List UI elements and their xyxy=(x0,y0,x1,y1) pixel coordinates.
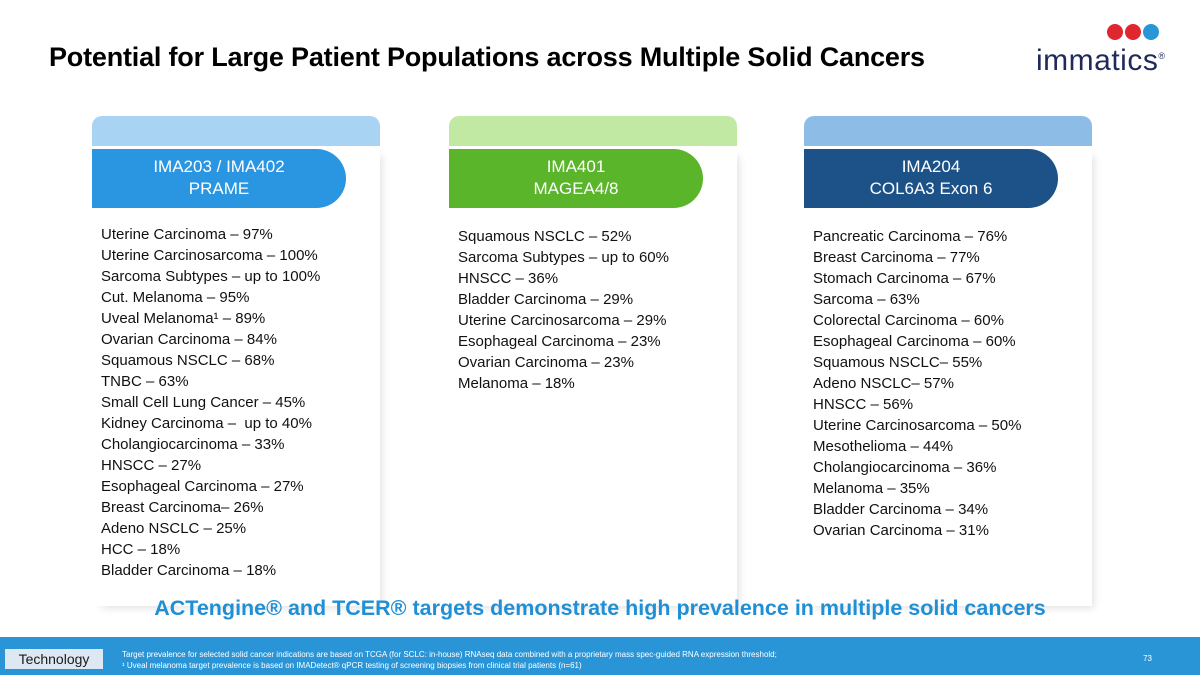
logo-dots-icon xyxy=(1107,24,1159,40)
list-item: Uveal Melanoma¹ – 89% xyxy=(101,310,266,327)
list-item: HNSCC – 27% xyxy=(101,457,202,474)
list-item: Mesothelioma – 44% xyxy=(813,438,954,455)
list-item: Squamous NSCLC – 52% xyxy=(458,228,632,245)
card-header: IMA401 MAGEA4/8 xyxy=(449,149,703,208)
card-header: IMA204 COL6A3 Exon 6 xyxy=(804,149,1058,208)
immatics-logo: immatics® xyxy=(1030,24,1165,77)
list-item: Sarcoma Subtypes – up to 100% xyxy=(101,268,321,285)
list-item: Stomach Carcinoma – 67% xyxy=(813,270,996,287)
list-item: Adeno NSCLC– 57% xyxy=(813,375,954,392)
list-item: Bladder Carcinoma – 18% xyxy=(101,562,277,579)
footer-bar: Technology Target prevalence for selecte… xyxy=(0,637,1200,675)
list-item: Adeno NSCLC – 25% xyxy=(101,520,247,537)
card-header-line1: IMA204 xyxy=(901,157,961,176)
list-item: Pancreatic Carcinoma – 76% xyxy=(813,228,1008,245)
list-item: Melanoma – 18% xyxy=(458,375,575,392)
list-item: Cholangiocarcinoma – 36% xyxy=(813,459,997,476)
list-item: Breast Carcinoma – 77% xyxy=(813,249,980,266)
list-item: HCC – 18% xyxy=(101,541,181,558)
list-item: Esophageal Carcinoma – 23% xyxy=(458,333,661,350)
list-item: Ovarian Carcinoma – 23% xyxy=(458,354,634,371)
logo-wordmark: immatics® xyxy=(1036,44,1166,77)
card-header-line2: MAGEA4/8 xyxy=(533,179,619,198)
list-item: Colorectal Carcinoma – 60% xyxy=(813,312,1004,329)
tagline: ACTengine® and TCER® targets demonstrate… xyxy=(154,596,1046,620)
footnotes: Target prevalence for selected solid can… xyxy=(122,649,777,671)
footnote-2: ¹ Uveal melanoma target prevalence is ba… xyxy=(122,661,582,670)
list-item: HNSCC – 36% xyxy=(458,270,559,287)
list-item: Small Cell Lung Cancer – 45% xyxy=(101,394,306,411)
list-item: HNSCC – 56% xyxy=(813,396,914,413)
list-item: Bladder Carcinoma – 34% xyxy=(813,501,989,518)
list-item: Ovarian Carcinoma – 84% xyxy=(101,331,277,348)
list-item: Sarcoma – 63% xyxy=(813,291,920,308)
list-item: Sarcoma Subtypes – up to 60% xyxy=(458,249,669,266)
indication-list: Squamous NSCLC – 52% Sarcoma Subtypes – u… xyxy=(458,226,669,394)
list-item: TNBC – 63% xyxy=(101,373,189,390)
card-header-line2: PRAME xyxy=(188,179,250,198)
section-badge: Technology xyxy=(5,649,103,669)
list-item: Uterine Carcinosarcoma – 100% xyxy=(101,247,318,264)
list-item: Melanoma – 35% xyxy=(813,480,930,497)
card-header-line2: COL6A3 Exon 6 xyxy=(869,179,993,198)
list-item: Kidney Carcinoma – up to 40% xyxy=(101,415,312,432)
list-item: Uterine Carcinosarcoma – 50% xyxy=(813,417,1022,434)
list-item: Cholangiocarcinoma – 33% xyxy=(101,436,285,453)
card-header-line1: IMA401 xyxy=(546,157,606,176)
list-item: Ovarian Carcinoma – 31% xyxy=(813,522,989,539)
list-item: Bladder Carcinoma – 29% xyxy=(458,291,634,308)
list-item: Squamous NSCLC – 68% xyxy=(101,352,275,369)
list-item: Uterine Carcinoma – 97% xyxy=(101,226,273,243)
indication-list: Uterine Carcinoma – 97% Uterine Carcinosa… xyxy=(101,224,320,581)
page-number: 73 xyxy=(1143,654,1152,663)
list-item: Cut. Melanoma – 95% xyxy=(101,289,250,306)
list-item: Uterine Carcinosarcoma – 29% xyxy=(458,312,667,329)
footnote-1: Target prevalence for selected solid can… xyxy=(122,650,777,659)
indication-list: Pancreatic Carcinoma – 76% Breast Carcino… xyxy=(813,226,1021,541)
card-header-line1: IMA203 / IMA402 xyxy=(153,157,285,176)
list-item: Esophageal Carcinoma – 27% xyxy=(101,478,304,495)
list-item: Squamous NSCLC– 55% xyxy=(813,354,983,371)
list-item: Esophageal Carcinoma – 60% xyxy=(813,333,1016,350)
page-title: Potential for Large Patient Populations … xyxy=(49,42,925,72)
list-item: Breast Carcinoma– 26% xyxy=(101,499,264,516)
card-header: IMA203 / IMA402 PRAME xyxy=(92,149,346,208)
